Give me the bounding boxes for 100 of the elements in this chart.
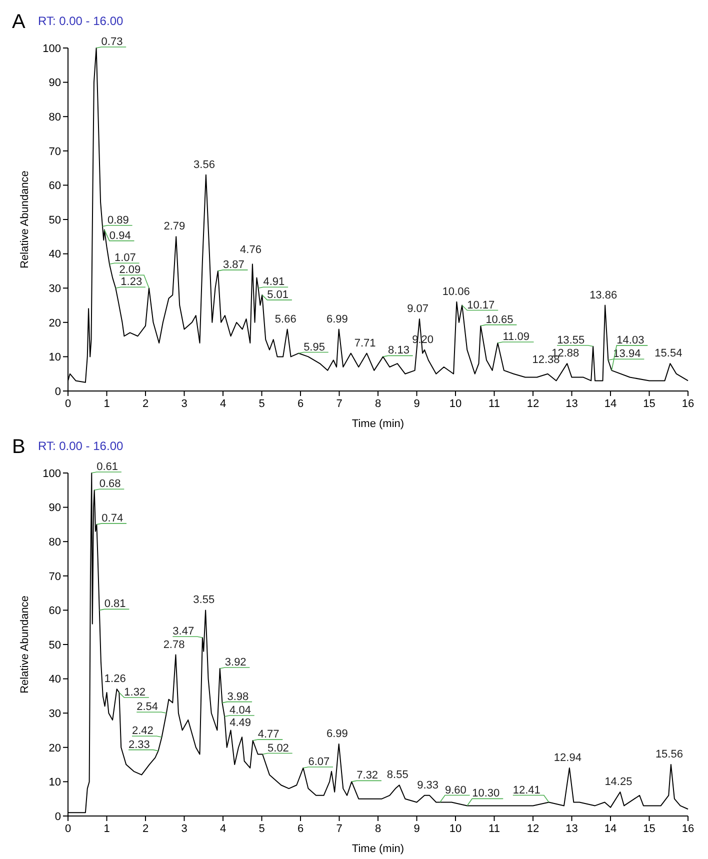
annotation: 6.99: [326, 313, 348, 326]
x-tick-label: 0: [64, 823, 72, 835]
x-tick-label: 8: [374, 398, 382, 410]
annotation: 8.13: [388, 344, 410, 357]
y-tick-label: 80: [48, 111, 61, 124]
annotation: 3.87: [222, 258, 244, 271]
annotation: 4.49: [230, 717, 252, 730]
x-tick-label: 3: [181, 398, 188, 410]
annotation: 0.74: [102, 512, 124, 524]
annotation: 15.56: [655, 748, 683, 761]
x-tick-label: 1: [104, 398, 110, 410]
y-tick-label: 0: [54, 810, 61, 823]
annotation: 5.02: [268, 742, 289, 754]
annotation: 1.32: [124, 686, 146, 699]
x-tick-label: 10: [449, 398, 462, 410]
annotation: 4.04: [230, 704, 251, 717]
annotation: 15.54: [654, 348, 682, 360]
annotation: 12.41: [512, 784, 540, 796]
x-tick-label: 14: [604, 398, 617, 410]
y-tick-label: 30: [48, 708, 61, 720]
annotation: 2.79: [164, 220, 186, 233]
annotation: 1.07: [114, 252, 136, 264]
annotation: 5.01: [267, 288, 289, 301]
x-tick-label: 15: [643, 823, 656, 835]
x-tick-label: 8: [374, 823, 382, 835]
annotation: 0.81: [104, 598, 126, 610]
x-axis-title: Time (min): [352, 418, 404, 430]
annotation: 7.32: [356, 770, 378, 782]
y-tick-label: 50: [48, 639, 61, 652]
x-tick-label: 9: [414, 398, 420, 410]
annotation: 3.92: [224, 656, 246, 669]
x-tick-label: 7: [336, 398, 342, 410]
y-axis-title: Relative Abundance: [19, 170, 31, 268]
x-tick-label: 11: [488, 398, 500, 410]
x-tick-label: 2: [142, 823, 149, 835]
y-tick-label: 20: [48, 742, 61, 754]
annotation: 2.09: [119, 264, 141, 276]
x-axis-title: Time (min): [352, 843, 404, 855]
annotation: 2.42: [132, 725, 154, 738]
annotation: 10.06: [442, 286, 470, 298]
annotation: 10.17: [467, 299, 495, 312]
y-tick-label: 60: [48, 605, 61, 618]
annotation: 3.98: [227, 690, 249, 703]
x-tick-label: 11: [488, 823, 500, 835]
annotation: 12.94: [554, 752, 582, 764]
annotation: 9.33: [417, 779, 439, 792]
annotation: 3.55: [193, 594, 215, 606]
x-tick-label: 6: [297, 398, 304, 410]
annotation: 5.95: [304, 341, 325, 354]
x-tick-label: 4: [220, 398, 226, 410]
y-tick-label: 20: [48, 317, 61, 330]
annotation: 9.07: [407, 302, 428, 315]
x-tick-label: 2: [142, 398, 149, 410]
y-tick-label: 70: [48, 146, 61, 158]
annotation: 0.73: [101, 36, 123, 48]
y-tick-label: 100: [42, 468, 61, 480]
annotation: 1.26: [104, 673, 126, 686]
text: A: [12, 11, 26, 33]
chart-title: RT: 0.00 - 16.00: [38, 439, 124, 453]
y-tick-label: 30: [48, 282, 61, 295]
annotation: 2.78: [163, 638, 185, 651]
annotation: 13.55: [557, 334, 585, 346]
x-tick-label: 5: [258, 398, 265, 410]
annotation: 2.54: [136, 701, 158, 714]
y-tick-label: 50: [48, 214, 61, 226]
line-series: [68, 472, 688, 814]
x-tick-label: 13: [566, 398, 578, 410]
y-tick-label: 40: [48, 674, 61, 686]
annotation: 5.66: [274, 313, 296, 326]
x-tick-label: 10: [449, 823, 462, 835]
x-tick-label: 1: [104, 823, 110, 835]
x-tick-label: 5: [258, 823, 265, 835]
annotation: 10.65: [486, 314, 514, 326]
annotation: 4.91: [263, 276, 285, 288]
x-tick-label: 13: [566, 823, 578, 835]
text: B: [12, 436, 26, 458]
y-tick-label: 100: [42, 42, 61, 55]
annotation: 14.03: [616, 334, 644, 346]
annotation: 6.07: [308, 756, 330, 768]
annotation: 6.99: [326, 728, 348, 740]
annotation: 0.68: [99, 478, 121, 490]
annotation: 4.76: [240, 244, 262, 256]
annotation: 11.09: [502, 330, 530, 343]
annotation: 14.25: [604, 776, 632, 788]
x-tick-label: 9: [414, 823, 420, 835]
x-tick-label: 6: [297, 823, 304, 835]
y-tick-label: 40: [48, 248, 61, 261]
y-tick-label: 70: [48, 570, 61, 583]
annotation: 0.89: [107, 214, 129, 226]
y-tick-label: 90: [48, 502, 61, 514]
y-tick-label: 80: [48, 536, 61, 548]
y-tick-label: 0: [54, 386, 61, 398]
annotation: 2.33: [128, 738, 150, 751]
annotation: 3.47: [172, 626, 194, 638]
y-axis-title: Relative Abundance: [19, 596, 31, 694]
annotation: 0.61: [96, 461, 118, 473]
x-tick-label: 7: [336, 823, 342, 835]
x-tick-label: 0: [64, 398, 72, 410]
x-tick-label: 16: [682, 398, 694, 410]
y-tick-label: 10: [48, 776, 61, 789]
